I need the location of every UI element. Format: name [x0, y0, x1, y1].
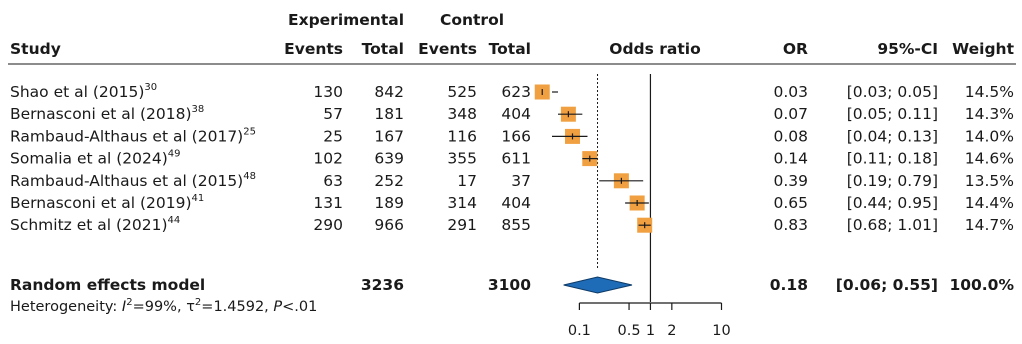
weight-value: 13.5%	[965, 172, 1014, 190]
or-value: 0.65	[773, 194, 808, 212]
experimental-events: 57	[323, 105, 343, 123]
control-events: 116	[447, 127, 477, 145]
control-events-header: Events	[418, 40, 477, 58]
control-events: 348	[447, 105, 477, 123]
x-tick-label: 2	[667, 323, 676, 339]
or-value: 0.03	[773, 83, 808, 101]
x-tick-label: 10	[712, 323, 730, 339]
control-total: 611	[501, 150, 531, 168]
control-total: 404	[501, 194, 531, 212]
experimental-total: 189	[374, 194, 404, 212]
control-total: 404	[501, 105, 531, 123]
experimental-events: 131	[313, 194, 343, 212]
pooled-control-total: 3100	[488, 276, 531, 294]
ci-column-header: 95%-CI	[877, 40, 938, 58]
experimental-total-header: Total	[362, 40, 404, 58]
control-total: 855	[501, 216, 531, 234]
weight-value: 14.7%	[965, 216, 1014, 234]
study-name: Somalia et al (2024)49	[10, 149, 181, 168]
experimental-events: 63	[323, 172, 343, 190]
or-value: 0.07	[773, 105, 808, 123]
experimental-events: 102	[313, 150, 343, 168]
ci-value: [0.04; 0.13]	[847, 127, 938, 145]
experimental-total: 252	[374, 172, 404, 190]
study-column-header: Study	[10, 40, 61, 58]
ci-value: [0.05; 0.11]	[847, 105, 938, 123]
experimental-events: 130	[313, 83, 343, 101]
ci-value: [0.68; 1.01]	[847, 216, 938, 234]
study-name: Bernasconi et al (2018)38	[10, 104, 204, 123]
study-name: Rambaud-Althaus et al (2017)25	[10, 126, 256, 145]
or-value: 0.14	[773, 150, 808, 168]
weight-column-header: Weight	[952, 40, 1014, 58]
x-tick-label: 0.5	[618, 323, 641, 339]
odds-ratio-header: Odds ratio	[609, 40, 700, 58]
pooled-weight-value: 100.0%	[949, 276, 1014, 294]
control-events: 314	[447, 194, 477, 212]
study-name: Bernasconi et al (2019)41	[10, 193, 204, 212]
experimental-header: Experimental	[288, 11, 404, 29]
control-events: 355	[447, 150, 477, 168]
weight-value: 14.0%	[965, 127, 1014, 145]
or-value: 0.08	[773, 127, 808, 145]
or-column-header: OR	[783, 40, 808, 58]
control-total: 37	[511, 172, 531, 190]
pooled-ci-value: [0.06; 0.55]	[836, 276, 938, 294]
control-total: 166	[501, 127, 531, 145]
control-events: 291	[447, 216, 477, 234]
study-name: Schmitz et al (2021)44	[10, 215, 180, 234]
experimental-total: 639	[374, 150, 404, 168]
study-rows: Shao et al (2015)30 130 842 525 623 0.03 [0.03…	[10, 82, 1014, 234]
plot-area: 0.1 0.5 1 2 10	[534, 74, 731, 339]
study-name: Shao et al (2015)30	[10, 82, 157, 101]
weight-value: 14.4%	[965, 194, 1014, 212]
ci-value: [0.19; 0.79]	[847, 172, 938, 190]
x-tick-label: 1	[646, 323, 655, 339]
experimental-events-header: Events	[284, 40, 343, 58]
ci-value: [0.03; 0.05]	[847, 83, 938, 101]
experimental-total: 842	[374, 83, 404, 101]
ci-value: [0.11; 0.18]	[847, 150, 938, 168]
experimental-total: 966	[374, 216, 404, 234]
control-total: 623	[501, 83, 531, 101]
control-events: 525	[447, 83, 477, 101]
control-header: Control	[440, 11, 504, 29]
control-total-header: Total	[489, 40, 531, 58]
experimental-total: 167	[374, 127, 404, 145]
pooled-label: Random effects model	[10, 276, 205, 294]
x-tick-label: 0.1	[568, 323, 591, 339]
control-events: 17	[457, 172, 477, 190]
heterogeneity-text: Heterogeneity: I2=99%, τ2=1.4592, P<.01	[10, 297, 317, 315]
weight-value: 14.5%	[965, 83, 1014, 101]
pooled-experimental-total: 3236	[361, 276, 404, 294]
experimental-total: 181	[374, 105, 404, 123]
weight-value: 14.3%	[965, 105, 1014, 123]
ci-value: [0.44; 0.95]	[847, 194, 938, 212]
or-value: 0.39	[773, 172, 808, 190]
weight-value: 14.6%	[965, 150, 1014, 168]
pooled-or-value: 0.18	[770, 276, 808, 294]
study-name: Rambaud-Althaus et al (2015)48	[10, 171, 256, 190]
experimental-events: 25	[323, 127, 343, 145]
pooled-effect-diamond	[563, 276, 633, 294]
or-value: 0.83	[773, 216, 808, 234]
experimental-events: 290	[313, 216, 343, 234]
